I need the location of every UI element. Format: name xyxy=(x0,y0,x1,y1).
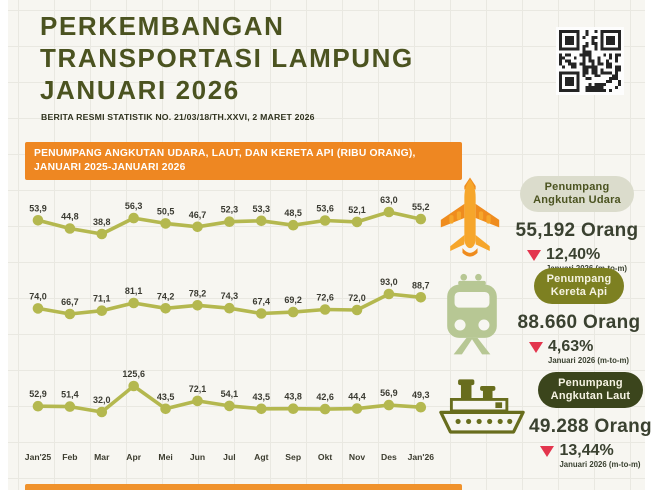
svg-text:42,6: 42,6 xyxy=(316,392,334,402)
svg-text:72,6: 72,6 xyxy=(316,293,334,303)
page-title-line3: JANUARI 2026 xyxy=(40,75,240,105)
svg-text:53,6: 53,6 xyxy=(316,204,334,214)
x-axis-label-Des: Des xyxy=(381,452,397,462)
badge-train: Penumpang Kereta Api xyxy=(533,268,625,304)
line-chart-0: 53,9 44,8 38,8 56,3 50,5 46,7 52,3 53,3 48,5 53,6… xyxy=(29,195,430,240)
badge-train-line1: Penumpang xyxy=(546,273,612,285)
svg-text:53,9: 53,9 xyxy=(29,203,47,213)
page-background xyxy=(8,0,645,490)
train-change-period: Januari 2026 (m-to-m) xyxy=(547,356,630,365)
svg-text:66,7: 66,7 xyxy=(61,297,79,307)
svg-text:81,1: 81,1 xyxy=(125,286,143,296)
train-icon-graphic xyxy=(447,273,497,355)
svg-text:125,6: 125,6 xyxy=(122,369,145,379)
svg-text:38,8: 38,8 xyxy=(93,217,111,227)
svg-text:43,8: 43,8 xyxy=(284,392,302,402)
line-chart-1: 74,0 66,7 71,1 81,1 74,2 78,2 74,3 67,4 69,2 72,6… xyxy=(29,277,430,320)
svg-text:43,5: 43,5 xyxy=(253,392,271,402)
svg-text:72,0: 72,0 xyxy=(348,293,366,303)
svg-text:48,5: 48,5 xyxy=(284,208,302,218)
sea-change-pct: 13,44% xyxy=(559,442,614,459)
svg-text:74,3: 74,3 xyxy=(221,291,239,301)
train-change-pct: 4,63% xyxy=(547,338,594,355)
svg-text:78,2: 78,2 xyxy=(189,288,207,298)
svg-text:56,3: 56,3 xyxy=(125,201,143,211)
x-axis-label-Mar: Mar xyxy=(94,452,110,462)
decline-arrow-icon xyxy=(540,446,555,457)
badge-sea: Penumpang Angkutan Laut xyxy=(537,372,644,408)
airplane-icon-graphic xyxy=(440,177,500,257)
x-axis-label-Sep: Sep xyxy=(285,452,302,462)
svg-text:54,1: 54,1 xyxy=(221,389,239,399)
svg-text:50,5: 50,5 xyxy=(157,206,175,216)
chart-title-line1: PENUMPANG ANGKUTAN UDARA, LAUT, DAN KERE… xyxy=(34,148,416,159)
svg-text:32,0: 32,0 xyxy=(93,395,111,405)
x-axis-label-Nov: Nov xyxy=(348,452,366,462)
badge-air: Penumpang Angkutan Udara xyxy=(520,176,634,212)
svg-text:55,2: 55,2 xyxy=(412,202,430,212)
svg-text:44,8: 44,8 xyxy=(61,212,79,222)
train-passenger-count: 88.660 Orang xyxy=(517,312,641,333)
decline-arrow-icon xyxy=(526,250,541,261)
qr-code-graphic xyxy=(559,30,621,92)
sea-change-row: 13,44% Januari 2026 (m-to-m) xyxy=(540,443,640,469)
x-axis-label-Mei: Mei xyxy=(158,452,173,462)
page-title: PERKEMBANGAN TRANSPORTASI LAMPUNG JANUAR… xyxy=(40,10,540,106)
badge-sea-line1: Penumpang xyxy=(558,377,623,389)
ship-icon xyxy=(437,378,527,469)
qr-code xyxy=(556,27,624,95)
svg-text:53,3: 53,3 xyxy=(253,204,271,214)
x-axis-label-Okt: Okt xyxy=(317,452,333,462)
x-axis-label-Agt: Agt xyxy=(254,452,269,462)
badge-sea-line2: Angkutan Laut xyxy=(550,390,631,402)
badge-train-line2: Kereta Api xyxy=(550,286,608,298)
x-axis-label-Apr: Apr xyxy=(126,452,142,462)
svg-text:88,7: 88,7 xyxy=(412,280,430,290)
svg-text:63,0: 63,0 xyxy=(380,195,398,205)
svg-text:72,1: 72,1 xyxy=(189,384,207,394)
card-sea-passengers: Penumpang Angkutan Laut 49.288 Orang 13,… xyxy=(437,372,652,469)
svg-text:51,4: 51,4 xyxy=(61,390,79,400)
svg-text:44,4: 44,4 xyxy=(348,392,366,402)
air-change-pct: 12,40% xyxy=(545,246,601,263)
air-passenger-count: 55,192 Orang xyxy=(515,220,639,241)
decline-arrow-icon xyxy=(528,342,543,353)
airplane-icon xyxy=(437,176,503,273)
train-change-row: 4,63% Januari 2026 (m-to-m) xyxy=(528,338,630,365)
x-axis-label-Jan26: Jan'26 xyxy=(407,452,435,462)
ship-icon-graphic xyxy=(439,379,525,434)
card-air-passengers: Penumpang Angkutan Udara 55,192 Orang 12… xyxy=(437,176,649,273)
chart-title-line2: JANUARI 2025-JANUARI 2026 xyxy=(34,161,186,173)
x-axis-label-Feb: Feb xyxy=(62,452,78,462)
line-charts: 53,9 44,8 38,8 56,3 50,5 46,7 52,3 53,3 48,5 53,6… xyxy=(25,180,445,480)
svg-text:46,7: 46,7 xyxy=(189,210,207,220)
x-axis-label-Jul: Jul xyxy=(223,452,236,462)
next-section-banner-edge xyxy=(25,484,462,490)
release-subtitle: BERITA RESMI STATISTIK NO. 21/03/18/TH.X… xyxy=(41,112,315,122)
chart-title-banner: PENUMPANG ANGKUTAN UDARA, LAUT, DAN KERE… xyxy=(25,142,462,180)
svg-text:52,3: 52,3 xyxy=(221,205,239,215)
svg-text:71,1: 71,1 xyxy=(93,294,111,304)
svg-text:56,9: 56,9 xyxy=(380,388,398,398)
svg-text:52,1: 52,1 xyxy=(348,205,366,215)
sea-passenger-count: 49.288 Orang xyxy=(529,416,652,437)
train-icon xyxy=(437,268,507,365)
page-title-line2: TRANSPORTASI LAMPUNG xyxy=(40,43,414,73)
x-axis-label-Jan25: Jan'25 xyxy=(24,452,52,462)
page-title-line1: PERKEMBANGAN xyxy=(40,11,285,41)
svg-text:93,0: 93,0 xyxy=(380,277,398,287)
svg-text:67,4: 67,4 xyxy=(253,297,271,307)
line-chart-2: 52,9 51,4 32,0 125,6 43,5 72,1 54,1 43,5 43,8 42,… xyxy=(29,369,430,418)
svg-text:74,0: 74,0 xyxy=(29,291,47,301)
svg-text:49,3: 49,3 xyxy=(412,390,430,400)
svg-text:52,9: 52,9 xyxy=(29,389,47,399)
badge-air-line2: Angkutan Udara xyxy=(533,194,621,206)
svg-text:74,2: 74,2 xyxy=(157,291,175,301)
card-train-passengers: Penumpang Kereta Api 88.660 Orang 4,63% … xyxy=(437,268,649,365)
badge-air-line1: Penumpang xyxy=(544,181,610,193)
svg-text:69,2: 69,2 xyxy=(284,295,302,305)
x-axis-label-Jun: Jun xyxy=(189,452,206,462)
svg-text:43,5: 43,5 xyxy=(157,392,175,402)
sea-change-period: Januari 2026 (m-to-m) xyxy=(559,460,641,469)
